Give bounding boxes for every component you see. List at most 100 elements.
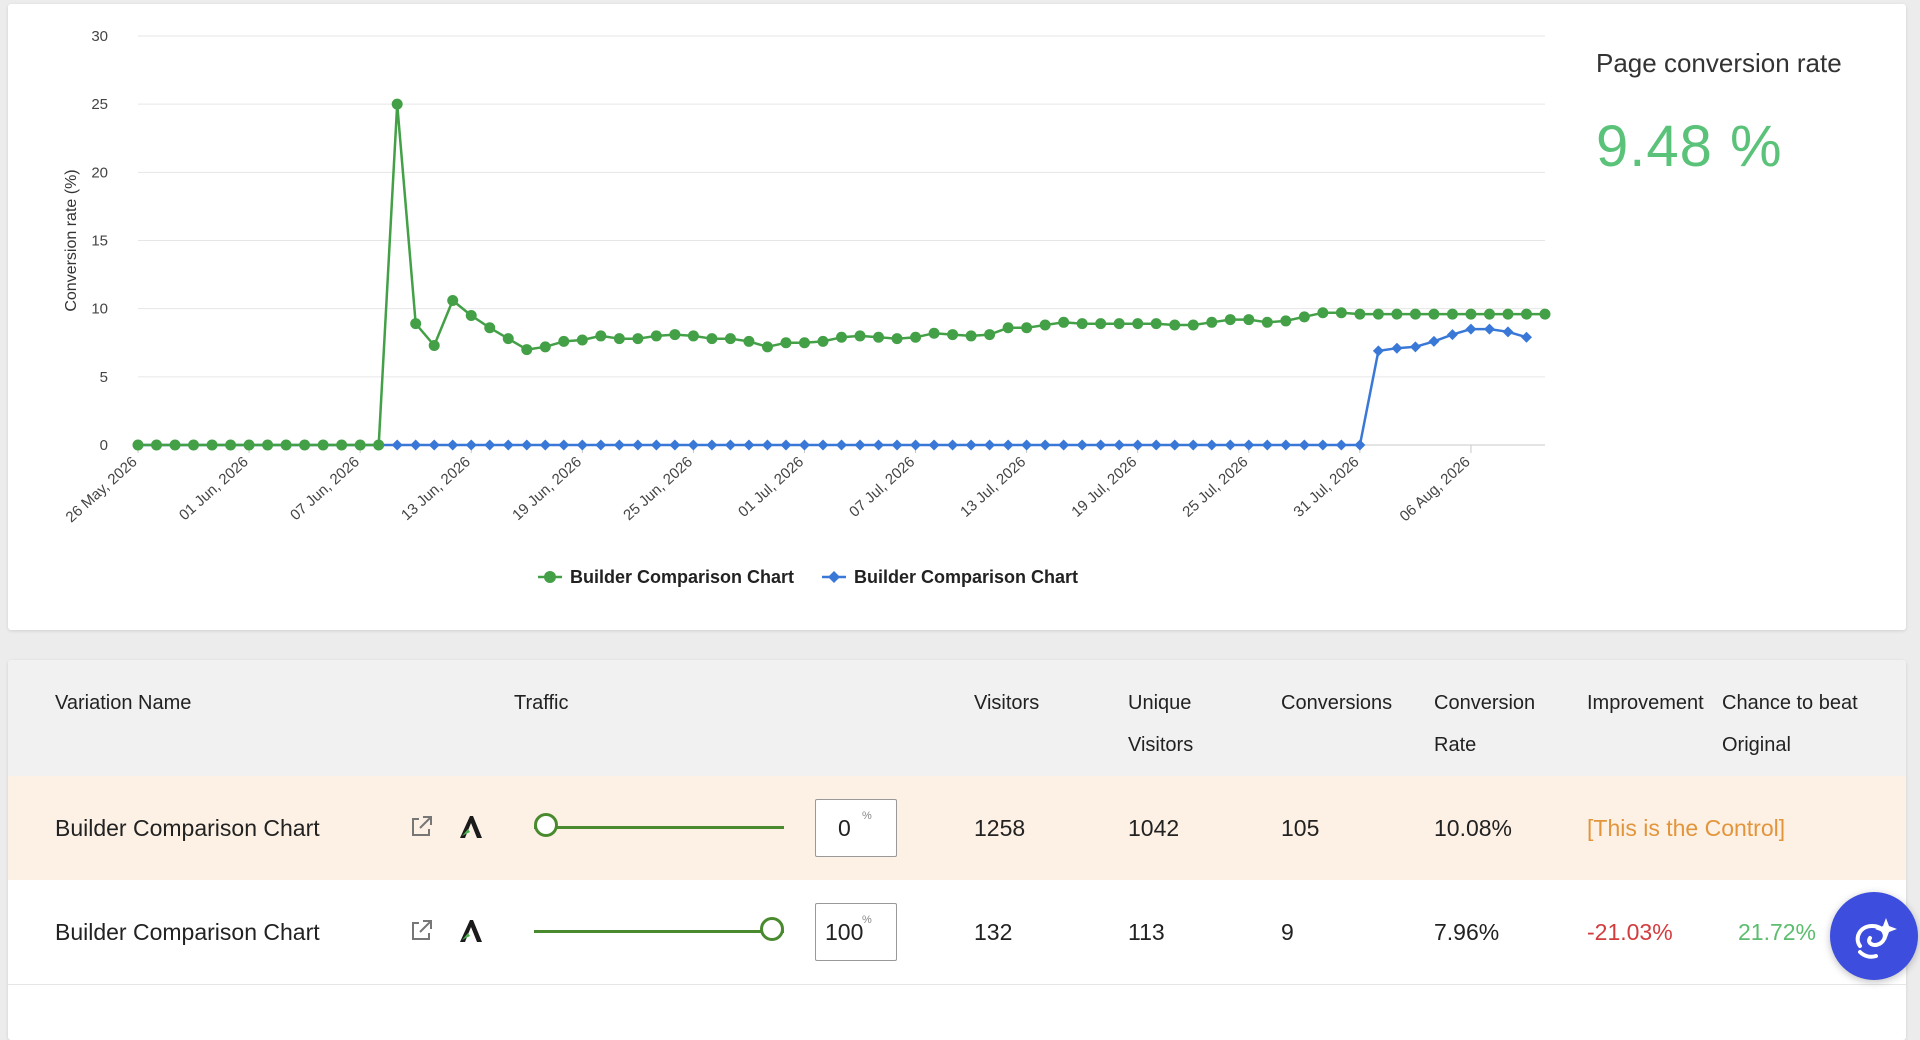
conversion-rate-value: 10.08% [1434, 815, 1513, 841]
data-point [1076, 318, 1088, 330]
series-line-green [138, 102, 1545, 447]
x-tick-label: 31 Jul, 2026 [1290, 453, 1362, 520]
data-point [188, 439, 200, 451]
data-point [428, 339, 440, 351]
conversions-value: 105 [1281, 815, 1320, 841]
data-point [1428, 308, 1440, 320]
y-tick-label: 20 [91, 164, 108, 181]
x-tick-label: 13 Jul, 2026 [957, 453, 1029, 520]
header-unique-visitors-line2: Visitors [1128, 734, 1194, 756]
data-point [817, 439, 829, 451]
data-point [928, 439, 940, 451]
data-point [687, 330, 699, 342]
data-point [947, 329, 959, 341]
header-visitors: Visitors [974, 692, 1040, 714]
traffic-percent-input[interactable]: 100 % [815, 903, 897, 961]
data-point [724, 333, 736, 345]
header-conversion-rate: Conversion Rate [1434, 682, 1535, 766]
data-point [1539, 308, 1551, 320]
traffic-slider-handle[interactable] [760, 917, 784, 941]
chance-to-beat-value: 21.72% [1738, 919, 1817, 945]
data-point [798, 337, 810, 349]
data-point [1372, 345, 1384, 357]
data-point [502, 439, 514, 451]
data-point [854, 439, 866, 451]
data-point [1446, 308, 1458, 320]
traffic-percent-value[interactable]: 100 [825, 919, 864, 945]
traffic-slider-track[interactable] [534, 930, 784, 933]
traffic-percent-input[interactable]: 0 % [815, 799, 897, 857]
traffic-slider[interactable] [534, 813, 784, 837]
data-point [1113, 318, 1125, 330]
legend-label: Builder Comparison Chart [570, 567, 794, 587]
data-point [1465, 323, 1477, 335]
data-point [706, 333, 718, 345]
x-tick-label: 25 Jun, 2026 [620, 453, 696, 524]
data-point [576, 439, 588, 451]
data-point [410, 318, 422, 330]
y-axis-label: Conversion rate (%) [63, 169, 80, 311]
data-point [1317, 307, 1329, 319]
header-traffic: Traffic [514, 692, 569, 714]
data-point [1520, 308, 1532, 320]
data-point [1261, 316, 1273, 328]
legend-marker [544, 571, 556, 583]
data-point [447, 439, 459, 451]
data-point [873, 439, 885, 451]
traffic-slider-handle[interactable] [534, 813, 558, 837]
data-point [1261, 439, 1273, 451]
data-point [965, 439, 977, 451]
data-point [465, 439, 477, 451]
data-point [132, 439, 144, 451]
data-point [1058, 316, 1070, 328]
data-point [1502, 308, 1514, 320]
traffic-percent-unit: % [862, 914, 872, 926]
data-point [1039, 439, 1051, 451]
table-header: Variation Name Traffic Visitors Unique V… [8, 660, 1906, 776]
data-point [891, 333, 903, 345]
data-point [613, 333, 625, 345]
data-point [558, 439, 570, 451]
y-tick-label: 0 [100, 437, 108, 454]
x-tick-label: 26 May, 2026 [63, 453, 141, 526]
data-point [484, 322, 496, 334]
data-point [336, 439, 348, 451]
data-point [984, 329, 996, 341]
data-point [1002, 439, 1014, 451]
data-point [1132, 318, 1144, 330]
editor-logo-icon[interactable] [456, 916, 486, 946]
data-point [428, 439, 440, 451]
x-tick-label: 25 Jul, 2026 [1179, 453, 1251, 520]
data-point [1021, 439, 1033, 451]
data-point [928, 327, 940, 339]
data-point [1391, 308, 1403, 320]
open-external-icon[interactable] [406, 812, 436, 842]
improvement-value: -21.03% [1587, 919, 1673, 945]
editor-logo-icon[interactable] [456, 812, 486, 842]
data-point [1335, 307, 1347, 319]
y-tick-label: 25 [91, 96, 108, 113]
data-point [780, 439, 792, 451]
open-external-icon[interactable] [406, 916, 436, 946]
data-point [650, 439, 662, 451]
data-point [947, 439, 959, 451]
table-row-variant: Builder Comparison Chart 100 % 132 113 9… [8, 880, 1906, 985]
traffic-slider[interactable] [534, 917, 784, 941]
traffic-percent-value[interactable]: 0 [838, 815, 851, 841]
improvement-value: [This is the Control] [1587, 815, 1786, 841]
data-point [965, 330, 977, 342]
data-point [984, 439, 996, 451]
traffic-slider-track[interactable] [534, 826, 784, 829]
y-tick-label: 15 [91, 233, 108, 250]
data-point [669, 329, 681, 341]
data-point [447, 294, 459, 306]
x-tick-label: 07 Jun, 2026 [287, 453, 363, 524]
data-point [373, 439, 385, 451]
summary-panel: Page conversion rate 9.48 % [1596, 48, 1842, 180]
visitors-value: 1258 [974, 815, 1026, 841]
ai-assistant-button[interactable] [1830, 892, 1918, 980]
data-point [669, 439, 681, 451]
y-tick-label: 10 [91, 301, 108, 318]
data-point [558, 335, 570, 347]
data-point [502, 333, 514, 345]
